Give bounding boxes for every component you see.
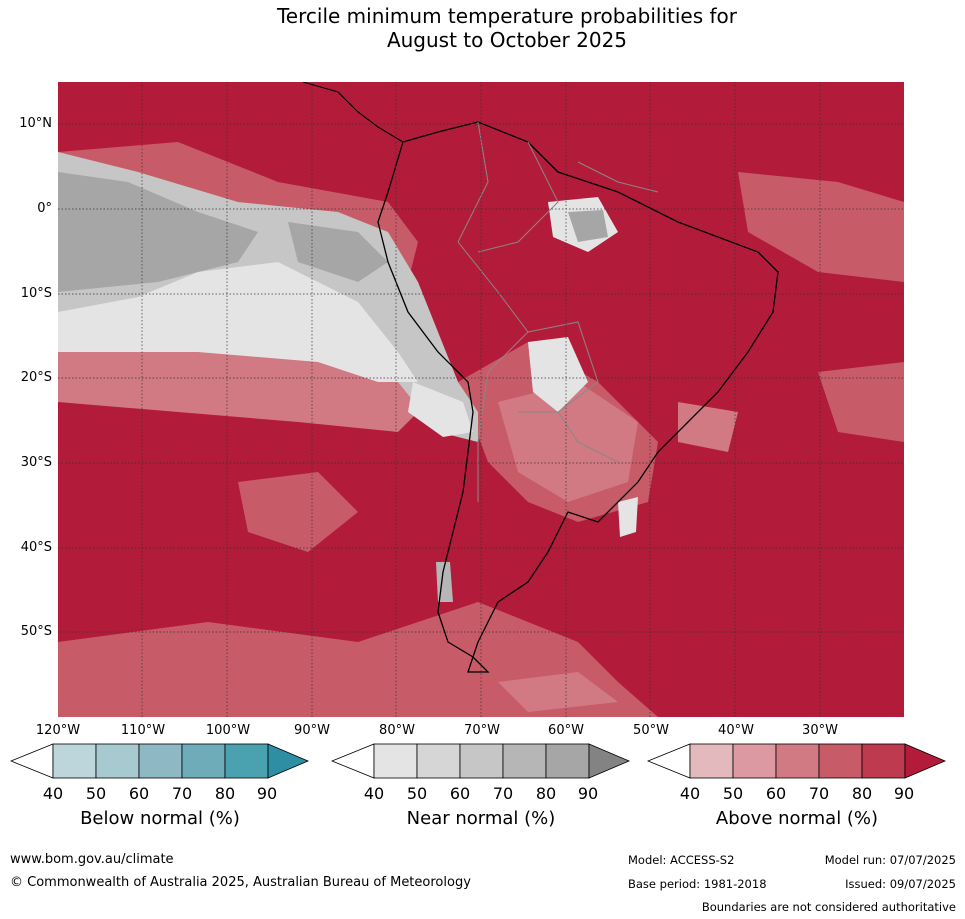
issued-text: Issued: 09/07/2025 — [845, 877, 956, 891]
lon-label: 40°W — [718, 723, 754, 738]
lon-label: 60°W — [548, 723, 584, 738]
colorbar-tick: 90 — [256, 784, 278, 803]
colorbar-extend-high — [588, 743, 631, 779]
colorbar-segment — [775, 743, 820, 779]
lon-label: 100°W — [205, 723, 251, 738]
lon-label: 30°W — [802, 723, 838, 738]
colorbar-extend-high — [267, 743, 310, 779]
colorbar-tick: 60 — [765, 784, 787, 803]
lat-label: 40°S — [20, 540, 52, 555]
colorbar-segment — [224, 743, 269, 779]
colorbar-tick: 90 — [577, 784, 599, 803]
colorbar-segment — [502, 743, 547, 779]
lat-label: 10°N — [19, 116, 52, 131]
below-normal-label: Below normal (%) — [80, 808, 240, 829]
colorbar-segment — [545, 743, 590, 779]
colorbar-segment — [818, 743, 863, 779]
graticule — [58, 82, 904, 717]
colorbar-tick: 40 — [363, 784, 385, 803]
lon-label: 80°W — [379, 723, 415, 738]
below-normal-colorbar — [10, 742, 310, 780]
colorbar-segment — [373, 743, 418, 779]
colorbar-graphic — [647, 743, 947, 779]
colorbar-extend-low — [647, 743, 691, 779]
central-america-outline — [302, 82, 404, 143]
colorbar-tick: 90 — [893, 784, 915, 803]
lat-label: 0° — [37, 201, 52, 216]
colorbar-tick: 70 — [808, 784, 830, 803]
colorbar-graphic — [10, 743, 310, 779]
colorbar-segment — [181, 743, 226, 779]
colorbar-tick: 70 — [492, 784, 514, 803]
colorbar-tick: 50 — [85, 784, 107, 803]
near-normal-label: Near normal (%) — [406, 808, 556, 829]
colorbar-tick: 50 — [406, 784, 428, 803]
near-normal-colorbar — [331, 742, 631, 780]
title-line-1: Tercile minimum temperature probabilitie… — [276, 4, 738, 28]
colorbar-extend-low — [10, 743, 54, 779]
base-period-text: Base period: 1981-2018 — [628, 877, 767, 891]
above-normal-label: Above normal (%) — [715, 808, 879, 829]
colorbar-tick: 60 — [128, 784, 150, 803]
lat-label: 50°S — [20, 624, 52, 639]
colorbar-segment — [459, 743, 504, 779]
colorbar-tick: 80 — [535, 784, 557, 803]
website-link[interactable]: www.bom.gov.au/climate — [10, 852, 174, 867]
colorbar-segment — [138, 743, 183, 779]
colorbar-segment — [416, 743, 461, 779]
country-borders — [457, 121, 659, 502]
map-title: Tercile minimum temperature probabilitie… — [0, 4, 965, 52]
lon-label: 90°W — [294, 723, 330, 738]
south-america-outline — [377, 121, 779, 673]
colorbar-extend-high — [904, 743, 947, 779]
above-normal-colorbar — [647, 742, 947, 780]
probability-map — [58, 82, 904, 717]
copyright-text: © Commonwealth of Australia 2025, Austra… — [10, 875, 471, 890]
colorbar-tick: 60 — [449, 784, 471, 803]
boundaries-note: Boundaries are not considered authoritat… — [701, 900, 956, 914]
lon-label: 110°W — [120, 723, 166, 738]
lon-label: 120°W — [35, 723, 81, 738]
colorbar-tick: 40 — [679, 784, 701, 803]
model-text: Model: ACCESS-S2 — [628, 853, 735, 867]
near-normal-areas — [58, 152, 638, 602]
colorbar-graphic — [331, 743, 631, 779]
colorbar-tick: 50 — [722, 784, 744, 803]
colorbar-tick: 80 — [214, 784, 236, 803]
lat-label: 30°S — [20, 455, 52, 470]
colorbar-extend-low — [331, 743, 375, 779]
model-run-text: Model run: 07/07/2025 — [824, 853, 956, 867]
colorbar-segment — [732, 743, 777, 779]
lon-label: 70°W — [464, 723, 500, 738]
title-line-2: August to October 2025 — [386, 28, 628, 52]
lon-label: 50°W — [633, 723, 669, 738]
colorbar-segment — [52, 743, 97, 779]
colorbar-tick: 80 — [851, 784, 873, 803]
colorbar-segment — [861, 743, 906, 779]
colorbar-segment — [689, 743, 734, 779]
colorbar-tick: 70 — [171, 784, 193, 803]
colorbar-segment — [95, 743, 140, 779]
lat-label: 10°S — [20, 286, 52, 301]
lat-label: 20°S — [20, 370, 52, 385]
colorbar-tick: 40 — [42, 784, 64, 803]
